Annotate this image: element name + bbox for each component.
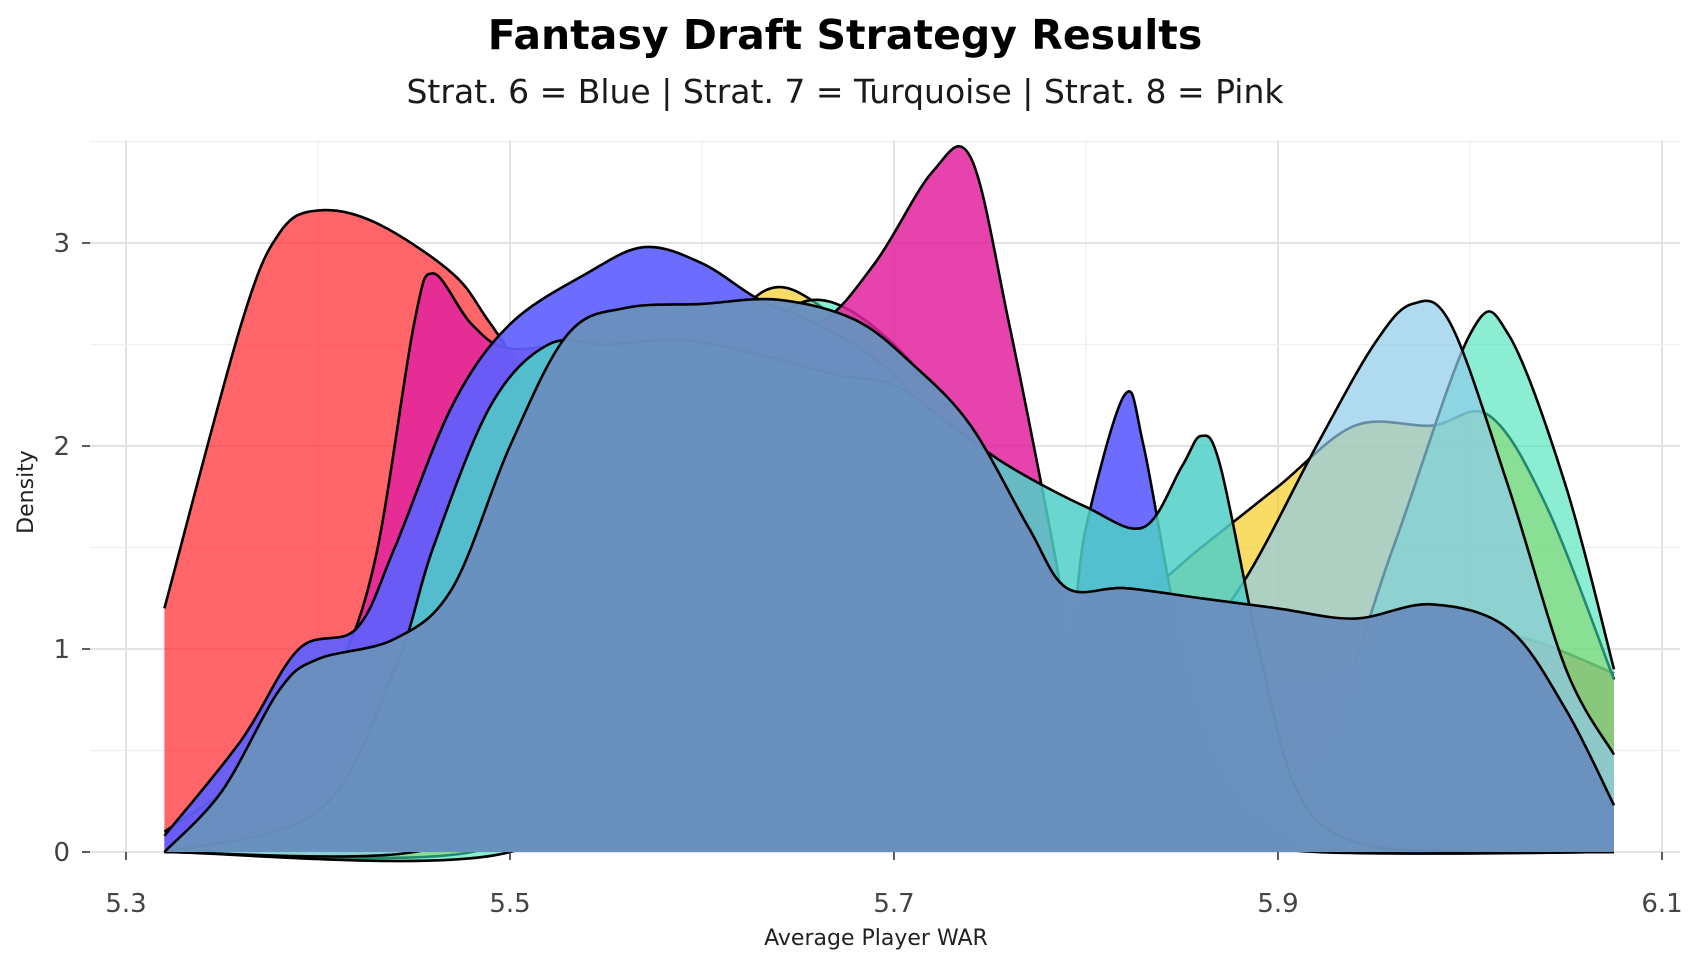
x-axis-label: Average Player WAR [764,926,988,951]
y-tick-label: 2 [53,432,70,462]
density-areas [163,144,1616,863]
y-tick-label: 1 [53,635,70,665]
x-tick-label: 5.5 [489,889,530,919]
density-area-8 [164,299,1614,852]
x-tick-label: 5.3 [105,889,146,919]
y-axis-ticks: 0 1 2 3 [53,229,90,868]
density-outline-8 [163,297,1616,853]
x-tick-label: 6.1 [1641,889,1682,919]
x-tick-label: 5.9 [1257,889,1298,919]
chart-title: Fantasy Draft Strategy Results [488,11,1203,59]
x-axis-ticks: 5.3 5.5 5.7 5.9 6.1 [105,852,1683,919]
y-axis-label: Density [14,450,39,534]
chart-subtitle: Strat. 6 = Blue | Strat. 7 = Turquoise |… [406,72,1284,111]
x-tick-label: 5.7 [873,889,914,919]
y-tick-label: 0 [53,838,70,868]
y-tick-label: 3 [53,229,70,259]
